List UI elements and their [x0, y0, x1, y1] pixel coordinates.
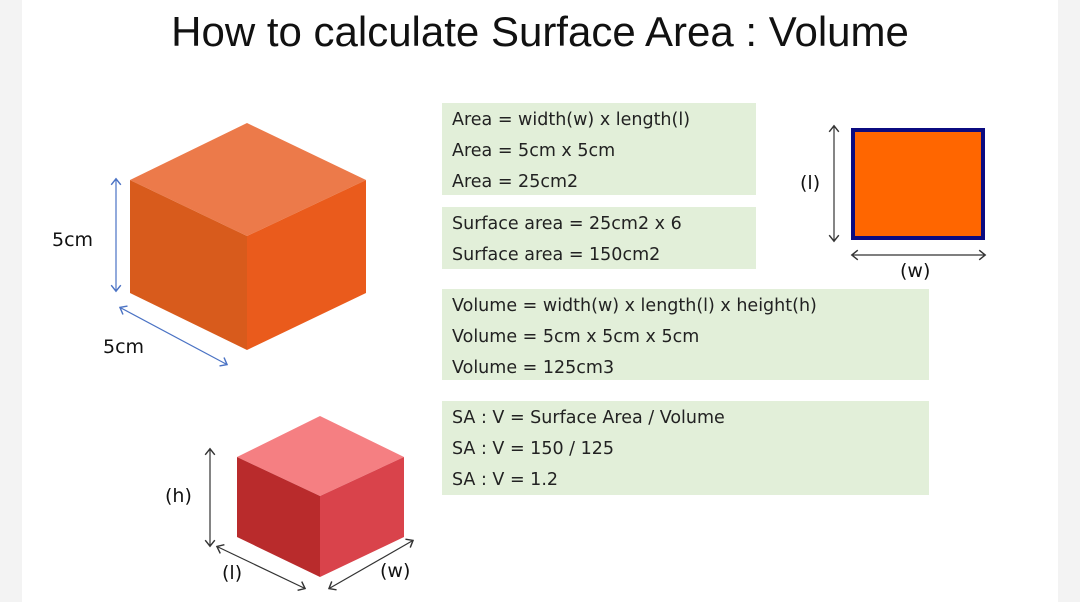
small-cube-top — [237, 416, 404, 496]
ratio-box: SA : V = Surface Area / Volume SA : V = … — [442, 401, 929, 495]
area-line: Area = 5cm x 5cm — [452, 141, 616, 161]
big-cube-depth-arrow — [118, 305, 229, 367]
surface-area-line: Surface area = 150cm2 — [452, 245, 661, 265]
big-cube — [130, 123, 366, 350]
volume-box: Volume = width(w) x length(l) x height(h… — [442, 289, 929, 380]
volume-line: Volume = width(w) x length(l) x height(h… — [452, 296, 817, 316]
big-cube-height-label: 5cm — [52, 229, 94, 251]
ratio-line: SA : V = Surface Area / Volume — [452, 408, 725, 428]
square-length-label: (l) — [800, 172, 821, 194]
ratio-line: SA : V = 150 / 125 — [452, 439, 615, 459]
volume-line: Volume = 5cm x 5cm x 5cm — [452, 327, 700, 347]
volume-line: Volume = 125cm3 — [452, 358, 615, 378]
big-cube-top — [130, 123, 366, 236]
big-cube-right — [247, 180, 366, 350]
small-cube — [237, 416, 404, 577]
ratio-line: SA : V = 1.2 — [452, 470, 559, 490]
surface-area-line: Surface area = 25cm2 x 6 — [452, 214, 682, 234]
small-cube-length-arrow — [215, 544, 307, 591]
surface-area-box: Surface area = 25cm2 x 6 Surface area = … — [442, 207, 756, 269]
big-cube-depth-label: 5cm — [103, 336, 145, 358]
square-width-label: (w) — [900, 260, 931, 282]
area-line: Area = 25cm2 — [452, 172, 579, 192]
small-cube-width-label: (w) — [380, 560, 411, 582]
area-line: Area = width(w) x length(l) — [452, 110, 691, 130]
small-cube-length-label: (l) — [222, 562, 243, 584]
small-cube-height-label: (h) — [165, 485, 192, 507]
page-title: How to calculate Surface Area : Volume — [171, 8, 909, 55]
square-shape — [851, 128, 985, 240]
small-cube-width-arrow — [327, 538, 415, 591]
area-box: Area = width(w) x length(l) Area = 5cm x… — [442, 103, 756, 195]
